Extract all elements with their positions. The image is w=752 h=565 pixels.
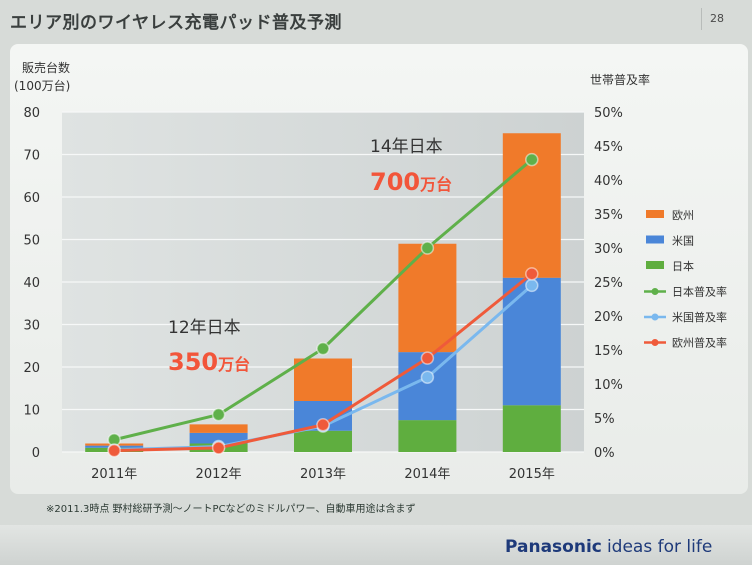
y-left-tick-label: 50 — [23, 234, 40, 249]
chart: 販売台数 (100万台) 世帯普及率 0 10 20 30 40 50 60 70 80 0% 5%… — [14, 60, 727, 482]
point-europe_rate — [107, 443, 121, 458]
point-europe_rate — [316, 418, 330, 432]
y-left-axis-title-line2: (100万台) — [14, 78, 70, 93]
point-europe_rate — [211, 441, 226, 455]
y-right-tick-label: 50% — [594, 106, 623, 121]
legend-marker-europe_rate — [651, 339, 659, 346]
bar-usa — [189, 432, 248, 444]
x-tick-label: 2012年 — [196, 467, 242, 482]
y-right-axis-title: 世帯普及率 — [590, 72, 650, 87]
annotation-2014-line1: 14年日本 — [370, 137, 443, 157]
legend-swatch-japan — [646, 261, 664, 269]
y-right-tick-label: 5% — [594, 412, 615, 427]
y-left-tick-label: 40 — [23, 276, 40, 291]
y-left-tick-label: 60 — [23, 191, 40, 206]
bar-japan — [398, 420, 457, 452]
point-europe_rate — [420, 351, 435, 365]
legend-label-europe: 欧州 — [672, 209, 694, 222]
x-tick-label: 2015年 — [509, 467, 555, 482]
x-tick-label: 2011年 — [91, 467, 137, 482]
point-japan_rate — [420, 241, 435, 255]
footer-bar — [0, 525, 752, 565]
brand-tagline: ideas for life — [606, 537, 713, 557]
rate-lines — [107, 152, 539, 458]
bars — [85, 133, 561, 452]
brand-name: Panasonic — [505, 537, 602, 557]
y-left-axis-title-line1: 販売台数 — [22, 60, 70, 75]
page-number: 28 — [701, 8, 732, 30]
axes: 販売台数 (100万台) 世帯普及率 0 10 20 30 40 50 60 70 80 0% 5%… — [14, 60, 650, 482]
bar-japan — [294, 430, 352, 452]
slide-title: エリア別のワイヤレス充電パッド普及予測 — [10, 13, 342, 33]
y-left-tick-label: 70 — [23, 149, 40, 164]
y-right-tick-label: 15% — [594, 344, 623, 359]
y-left-tick-label: 80 — [23, 106, 40, 121]
point-japan_rate — [211, 407, 226, 422]
annotation-2014-value: 700万台 — [370, 168, 452, 196]
point-usa_rate — [525, 278, 539, 293]
x-tick-label: 2013年 — [300, 467, 346, 482]
annotation-2012-number: 350 — [168, 348, 218, 376]
x-tick-label: 2014年 — [404, 467, 450, 482]
point-japan_rate — [316, 341, 330, 356]
y-right-tick-label: 20% — [594, 310, 623, 325]
annotation-2014-number: 700 — [370, 168, 420, 196]
y-left-tick-label: 10 — [23, 404, 40, 419]
annotation-2012-line1: 12年日本 — [168, 318, 241, 338]
legend-label-usa: 米国 — [672, 235, 694, 248]
legend-label-japan: 日本 — [672, 259, 694, 273]
point-europe_rate — [525, 267, 539, 281]
bar-usa — [502, 277, 561, 406]
bar-europe — [398, 243, 457, 353]
y-right-tick-label: 10% — [594, 378, 623, 393]
y-right-tick-label: 0% — [594, 446, 615, 461]
y-right-tick-label: 25% — [594, 276, 623, 291]
legend-label-usa_rate: 米国普及率 — [672, 310, 727, 324]
point-usa_rate — [420, 370, 435, 384]
brand-logo: Panasonic ideas for life — [505, 537, 712, 557]
y-left-tick-label: 20 — [23, 361, 40, 376]
legend-marker-usa_rate — [651, 313, 659, 321]
y-right-tick-label: 40% — [594, 174, 623, 189]
annotation-2012-value: 350万台 — [168, 348, 250, 376]
annotation-2012-unit: 万台 — [217, 355, 250, 374]
bar-europe — [189, 424, 248, 433]
legend-swatch-europe — [646, 210, 664, 218]
annotations: 12年日本 350万台 14年日本 700万台 — [168, 137, 452, 376]
y-right-tick-label: 45% — [594, 140, 623, 155]
legend-label-europe_rate: 欧州普及率 — [672, 336, 727, 350]
footnote: ※2011.3時点 野村総研予測～ノートPCなどのミドルパワー、自動車用途は含ま… — [46, 504, 416, 515]
legend-marker-japan_rate — [651, 288, 659, 295]
y-left-tick-label: 30 — [23, 319, 40, 334]
annotation-2014-unit: 万台 — [419, 175, 452, 194]
y-right-tick-label: 35% — [594, 208, 623, 223]
legend-swatch-usa — [646, 235, 664, 244]
point-japan_rate — [525, 152, 539, 167]
y-right-tick-label: 30% — [594, 242, 623, 257]
bar-europe — [294, 358, 352, 401]
legend-label-japan_rate: 日本普及率 — [672, 285, 727, 299]
y-left-tick-label: 0 — [32, 446, 40, 461]
bar-japan — [502, 405, 561, 452]
